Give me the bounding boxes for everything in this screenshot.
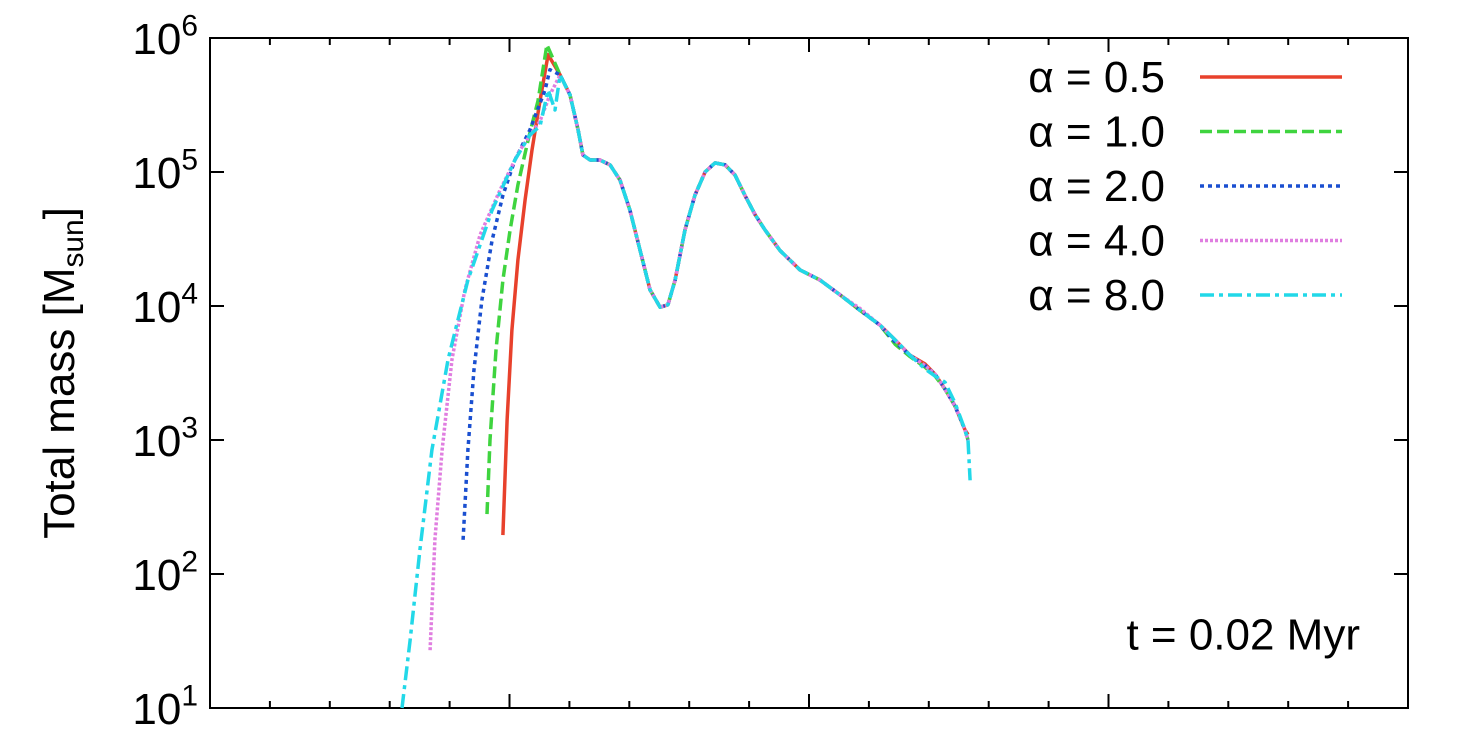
- y-tick-label: 102: [132, 546, 198, 600]
- legend-label: α = 1.0: [1028, 108, 1165, 157]
- legend-label: α = 8.0: [1028, 271, 1165, 320]
- series-line: [400, 73, 972, 709]
- y-tick-label: 104: [132, 278, 198, 332]
- y-tick-label: 101: [132, 680, 198, 734]
- legend-label: α = 4.0: [1028, 217, 1165, 266]
- annotation: t = 0.02 Myr: [1126, 611, 1360, 660]
- legend-label: α = 2.0: [1028, 162, 1165, 211]
- y-tick-label: 106: [132, 10, 198, 64]
- series-line: [485, 43, 970, 515]
- legend-label: α = 0.5: [1028, 53, 1165, 102]
- y-axis-label: Total mass [Msun]: [35, 207, 90, 539]
- series-line: [461, 67, 970, 540]
- y-tick-label: 105: [132, 144, 198, 198]
- plot-frame: [209, 37, 1409, 709]
- y-tick-label: 103: [132, 412, 198, 466]
- series-line: [501, 52, 970, 536]
